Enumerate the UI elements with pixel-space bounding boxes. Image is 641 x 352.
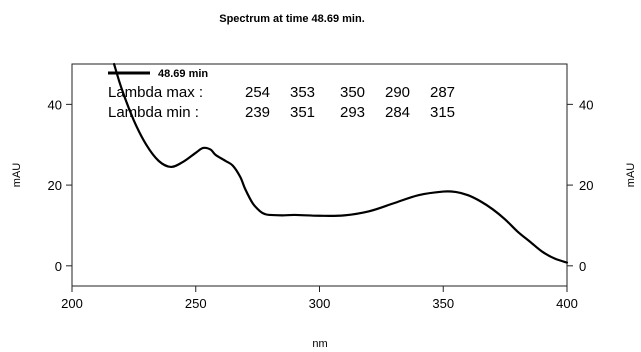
lambda-max-value: 350 bbox=[340, 84, 365, 101]
y-axis-label-left: mAU bbox=[11, 163, 23, 188]
legend-label: 48.69 min bbox=[158, 68, 208, 80]
y-tick-label-right: 0 bbox=[579, 259, 586, 274]
lambda-max-value: 290 bbox=[385, 84, 410, 101]
y-axis-label-right: mAU bbox=[625, 163, 637, 188]
lambda-min-value: 315 bbox=[430, 104, 455, 121]
x-axis: 200 250 300 350 400 bbox=[61, 286, 578, 311]
lambda-min-value: 239 bbox=[245, 104, 270, 121]
chart-title: Spectrum at time 48.69 min. bbox=[219, 13, 365, 25]
x-axis-label: nm bbox=[312, 338, 327, 350]
lambda-max-value: 254 bbox=[245, 84, 270, 101]
lambda-min-value: 351 bbox=[290, 104, 315, 121]
lambda-max-value: 353 bbox=[290, 84, 315, 101]
y-tick-label-left: 40 bbox=[48, 97, 62, 112]
lambda-max-label: Lambda max : bbox=[108, 84, 203, 101]
series-layer bbox=[112, 62, 569, 264]
y-tick-label-left: 20 bbox=[48, 178, 62, 193]
x-tick-label: 300 bbox=[309, 296, 331, 311]
series-line bbox=[112, 62, 569, 264]
y-axis-left: 0 20 40 bbox=[48, 97, 72, 274]
y-axis-right: 0 20 40 bbox=[567, 97, 593, 274]
x-tick-label: 350 bbox=[432, 296, 454, 311]
lambda-min-value: 293 bbox=[340, 104, 365, 121]
y-tick-label-right: 20 bbox=[579, 178, 593, 193]
lambda-annotations: Lambda max : 254 353 350 290 287 Lambda … bbox=[108, 84, 455, 121]
lambda-min-value: 284 bbox=[385, 104, 410, 121]
y-tick-label-right: 40 bbox=[579, 97, 593, 112]
lambda-max-value: 287 bbox=[430, 84, 455, 101]
y-tick-label-left: 0 bbox=[55, 259, 62, 274]
x-tick-label: 200 bbox=[61, 296, 83, 311]
x-tick-label: 400 bbox=[556, 296, 578, 311]
lambda-min-label: Lambda min : bbox=[108, 104, 199, 121]
legend: 48.69 min bbox=[108, 68, 208, 80]
x-tick-label: 250 bbox=[185, 296, 207, 311]
